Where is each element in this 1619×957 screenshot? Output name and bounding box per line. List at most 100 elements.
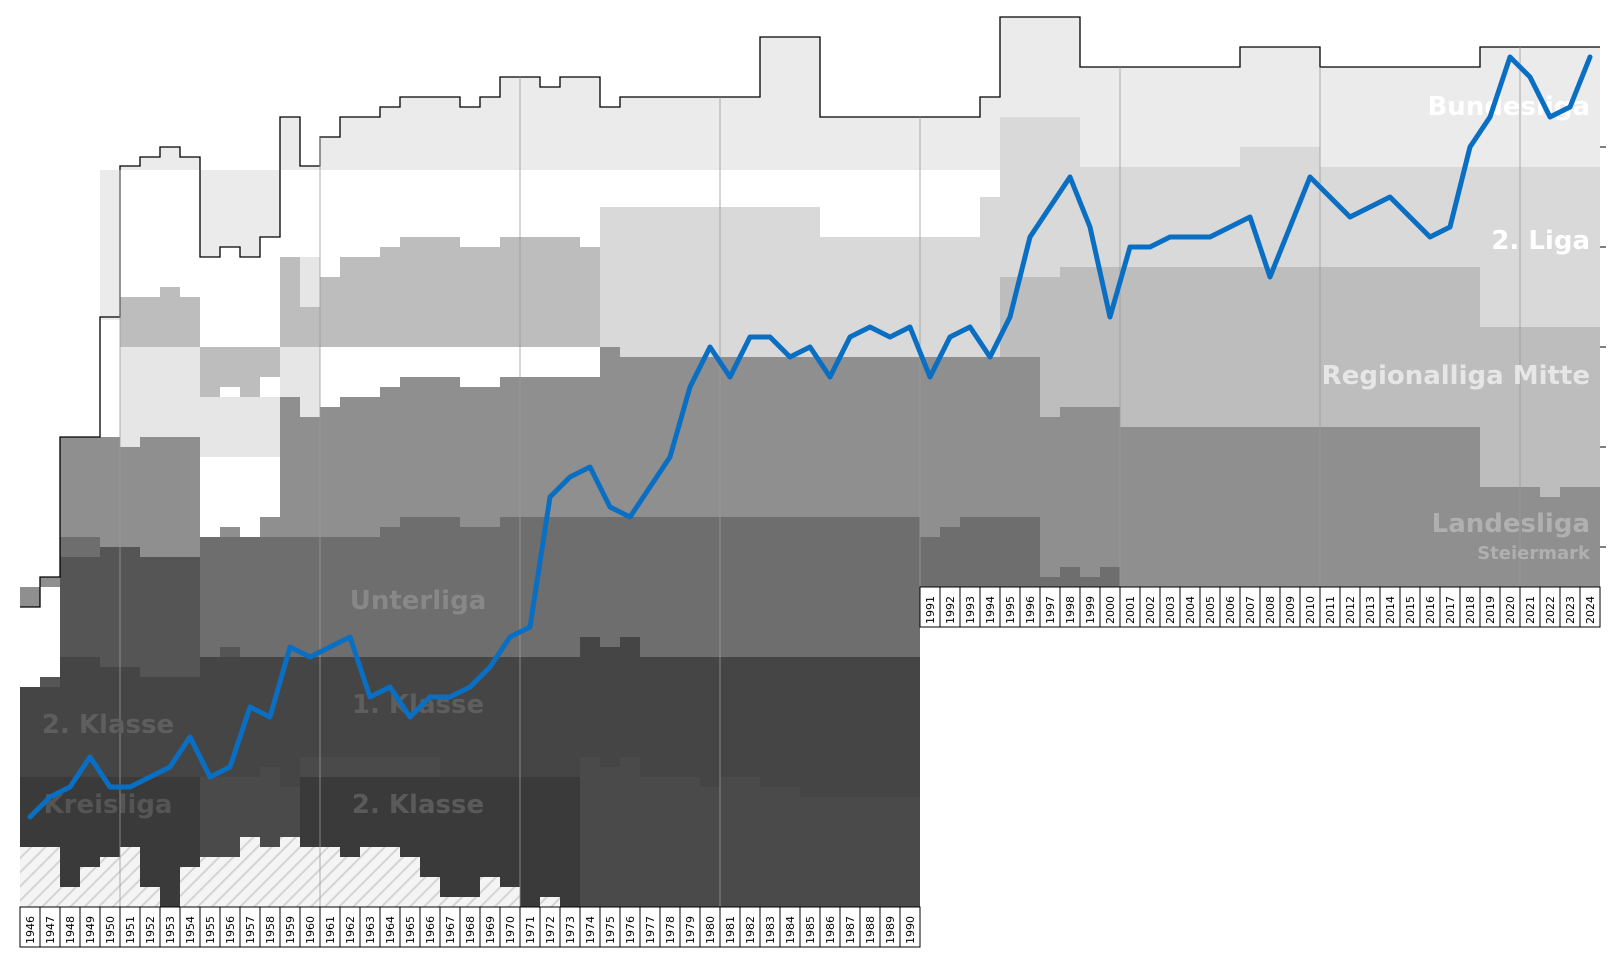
year-tick-1984: 1984 <box>784 916 797 944</box>
year-tick-2002: 2002 <box>1144 596 1157 624</box>
year-tick-1986: 1986 <box>824 916 837 944</box>
position-point-1980 <box>707 344 713 350</box>
label-unterliga: Unterliga <box>350 586 487 616</box>
year-tick-1999: 1999 <box>1084 596 1097 624</box>
position-point-1977 <box>647 484 653 490</box>
year-tick-2018: 2018 <box>1464 596 1477 624</box>
position-point-2018 <box>1467 144 1473 150</box>
position-point-1978 <box>667 454 673 460</box>
year-tick-1988: 1988 <box>864 916 877 944</box>
year-tick-1982: 1982 <box>744 916 757 944</box>
position-point-1991 <box>927 374 933 380</box>
position-point-2010 <box>1307 174 1313 180</box>
position-point-1992 <box>947 334 953 340</box>
label-zweite-liga: 2. Liga <box>1491 226 1590 256</box>
position-point-1964 <box>387 684 393 690</box>
position-point-1951 <box>127 784 133 790</box>
position-point-2003 <box>1167 234 1173 240</box>
position-point-2000 <box>1107 314 1113 320</box>
year-tick-2017: 2017 <box>1444 596 1457 624</box>
position-point-1955 <box>207 774 213 780</box>
band-unclassified-3 <box>540 897 560 907</box>
year-tick-1996: 1996 <box>1024 596 1037 624</box>
position-point-2008 <box>1267 274 1273 280</box>
position-points <box>27 54 1593 820</box>
position-point-1969 <box>487 664 493 670</box>
year-tick-1977: 1977 <box>644 916 657 944</box>
year-tick-1963: 1963 <box>364 916 377 944</box>
position-point-2006 <box>1227 224 1233 230</box>
position-point-1966 <box>427 694 433 700</box>
position-point-2023 <box>1567 104 1573 110</box>
year-tick-1990: 1990 <box>904 916 917 944</box>
year-tick-2004: 2004 <box>1184 596 1197 624</box>
year-tick-2024: 2024 <box>1584 596 1597 624</box>
position-point-1993 <box>967 324 973 330</box>
year-tick-1985: 1985 <box>804 916 817 944</box>
year-tick-1954: 1954 <box>184 916 197 944</box>
year-tick-1965: 1965 <box>404 916 417 944</box>
year-tick-2011: 2011 <box>1324 596 1337 624</box>
position-point-2019 <box>1487 114 1493 120</box>
year-tick-1957: 1957 <box>244 916 257 944</box>
position-point-1985 <box>807 344 813 350</box>
position-point-2005 <box>1207 234 1213 240</box>
position-point-1950 <box>107 784 113 790</box>
position-point-1961 <box>327 644 333 650</box>
position-point-1979 <box>687 384 693 390</box>
year-tick-2012: 2012 <box>1344 596 1357 624</box>
position-point-2009 <box>1287 224 1293 230</box>
position-point-1968 <box>467 684 473 690</box>
position-point-2022 <box>1547 114 1553 120</box>
year-tick-1975: 1975 <box>604 916 617 944</box>
label-steiermark: Steiermark <box>1477 543 1591 564</box>
label-regionalliga: Regionalliga Mitte <box>1322 361 1590 391</box>
label-kreisliga: Kreisliga <box>44 790 173 820</box>
year-tick-1970: 1970 <box>504 916 517 944</box>
position-point-2015 <box>1407 214 1413 220</box>
position-point-2007 <box>1247 214 1253 220</box>
year-tick-1949: 1949 <box>84 916 97 944</box>
year-tick-2000: 2000 <box>1104 596 1117 624</box>
year-tick-1951: 1951 <box>124 916 137 944</box>
position-point-2013 <box>1367 204 1373 210</box>
position-point-1983 <box>767 334 773 340</box>
position-point-1984 <box>787 354 793 360</box>
year-tick-2014: 2014 <box>1384 596 1397 624</box>
position-point-1998 <box>1067 174 1073 180</box>
right-axis-ticks <box>1600 146 1606 548</box>
year-tick-1981: 1981 <box>724 916 737 944</box>
band-unclassified <box>20 847 160 907</box>
position-point-1981 <box>727 374 733 380</box>
year-tick-1973: 1973 <box>564 916 577 944</box>
year-tick-2020: 2020 <box>1504 596 1517 624</box>
year-tick-1958: 1958 <box>264 916 277 944</box>
year-tick-1968: 1968 <box>464 916 477 944</box>
position-point-1996 <box>1027 234 1033 240</box>
position-point-1989 <box>887 334 893 340</box>
year-tick-2008: 2008 <box>1264 596 1277 624</box>
position-point-2017 <box>1447 224 1453 230</box>
year-tick-1991: 1991 <box>924 596 937 624</box>
position-point-1962 <box>347 634 353 640</box>
league-labels: Bundesliga 2. Liga Regionalliga Mitte La… <box>42 92 1591 820</box>
year-axis-1991-2024: 1991 1992 1993 1994 1995 1996 1997 1998 1999 2000… <box>919 586 1601 628</box>
position-point-1986 <box>827 374 833 380</box>
year-tick-1974: 1974 <box>584 916 597 944</box>
position-point-1988 <box>867 324 873 330</box>
position-point-1974 <box>587 464 593 470</box>
year-tick-2013: 2013 <box>1364 596 1377 624</box>
position-point-1990 <box>907 324 913 330</box>
label-zweite-klasse-right: 2. Klasse <box>352 790 484 820</box>
band-kreisliga <box>20 777 200 907</box>
position-point-2024 <box>1587 54 1593 60</box>
position-point-1959 <box>287 644 293 650</box>
position-point-2021 <box>1527 74 1533 80</box>
position-point-1946 <box>27 814 33 820</box>
year-tick-1989: 1989 <box>884 916 897 944</box>
year-tick-1969: 1969 <box>484 916 497 944</box>
position-point-2011 <box>1327 194 1333 200</box>
position-point-1973 <box>567 474 573 480</box>
year-tick-1960: 1960 <box>304 916 317 944</box>
